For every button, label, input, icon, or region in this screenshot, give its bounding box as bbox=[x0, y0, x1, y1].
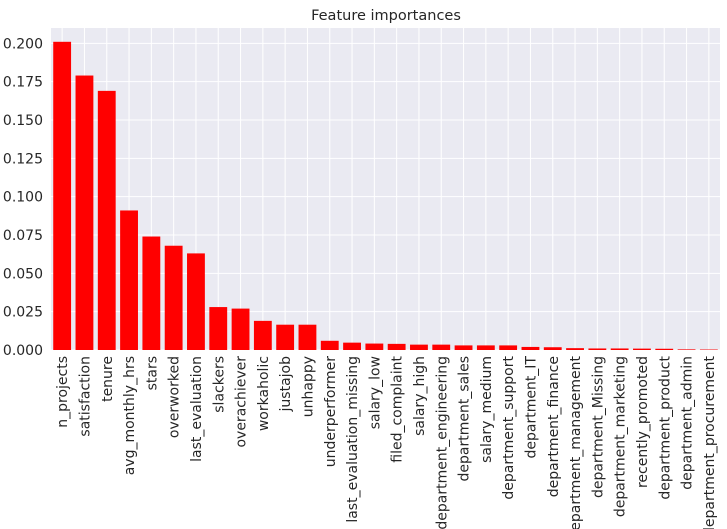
y-tick-label: 0.050 bbox=[3, 266, 43, 282]
y-gridlines bbox=[51, 42, 720, 351]
bar-slackers bbox=[209, 307, 228, 350]
x-tick-label: department_sales bbox=[457, 356, 473, 482]
bar-last-evaluation bbox=[187, 253, 205, 350]
x-tick-label: department_finance bbox=[546, 356, 562, 497]
x-tick-label: tenure bbox=[100, 356, 116, 402]
x-tick-labels: n_projects satisfaction tenure avg_monthly_… bbox=[55, 355, 718, 529]
x-tick-label: salary_low bbox=[367, 356, 383, 429]
bar-department-IT bbox=[521, 346, 540, 350]
y-tick-label: 0.150 bbox=[3, 113, 43, 129]
bar-overworked bbox=[164, 245, 183, 350]
bar-department-finance bbox=[543, 347, 562, 350]
bars bbox=[53, 41, 718, 351]
bar-department-admin bbox=[677, 349, 696, 350]
y-tick-label: 0.100 bbox=[3, 190, 43, 206]
x-tick-label: department_procurement bbox=[702, 356, 718, 529]
bar-last-evaluation-missing bbox=[343, 342, 361, 350]
bar-department-marketing bbox=[610, 348, 629, 350]
x-tick-label: filed_complaint bbox=[390, 355, 406, 462]
y-tick-label: 0.125 bbox=[3, 151, 43, 167]
bar-recently-promoted bbox=[633, 348, 651, 350]
y-tick-label: 0.000 bbox=[3, 343, 43, 359]
x-tick-label: overworked bbox=[167, 356, 183, 438]
bar-filed-complaint bbox=[387, 343, 406, 350]
x-tick-label: stars bbox=[144, 356, 160, 390]
bar-stars bbox=[142, 236, 161, 350]
x-tick-label: department_admin bbox=[680, 356, 696, 490]
x-tick-label: overachiever bbox=[234, 356, 250, 448]
bar-department-sales bbox=[454, 345, 473, 350]
x-tick-label: n_projects bbox=[55, 356, 71, 428]
bar-satisfaction bbox=[75, 75, 94, 351]
x-tick-label: unhappy bbox=[300, 356, 316, 417]
bar-department-management bbox=[566, 348, 584, 350]
x-tick-label: avg_monthly_hrs bbox=[122, 356, 138, 475]
y-tick-label: 0.025 bbox=[3, 305, 43, 321]
x-tick-label: department_product bbox=[657, 355, 673, 499]
x-tick-label: last_evaluation bbox=[189, 356, 205, 462]
bar-avg-monthly-hrs bbox=[120, 210, 138, 350]
bar-justajob bbox=[276, 324, 295, 350]
bar-department-product bbox=[655, 348, 674, 350]
x-tick-label: department_management bbox=[568, 355, 584, 529]
x-tick-label: underperformer bbox=[323, 356, 339, 468]
x-tick-label: department_support bbox=[501, 355, 517, 499]
y-tick-label: 0.075 bbox=[3, 228, 43, 244]
x-tick-label: justajob bbox=[278, 356, 294, 413]
x-tick-label: recently_promoted bbox=[635, 356, 651, 488]
x-tick-label: salary_medium bbox=[479, 356, 495, 463]
bar-department-Missing bbox=[588, 348, 607, 350]
bar-overachiever bbox=[231, 308, 250, 350]
x-tick-label: workaholic bbox=[256, 356, 272, 431]
y-tick-labels: 0.000 0.025 0.050 0.075 0.100 0.125 0.150 0.175… bbox=[3, 36, 43, 359]
bar-underperformer bbox=[320, 340, 339, 350]
bar-department-support bbox=[499, 345, 518, 350]
y-tick-label: 0.175 bbox=[3, 75, 43, 91]
x-tick-label: salary_high bbox=[412, 356, 428, 436]
y-tick-label: 0.200 bbox=[3, 36, 43, 52]
bar-salary-low bbox=[365, 343, 384, 350]
x-tick-label: department_Missing bbox=[590, 356, 606, 498]
bar-workaholic bbox=[253, 320, 272, 350]
bar-unhappy bbox=[298, 324, 317, 350]
x-tick-label: department_engineering bbox=[434, 356, 450, 529]
bar-tenure bbox=[97, 90, 116, 350]
x-tick-label: satisfaction bbox=[77, 356, 93, 437]
x-tick-label: department_IT bbox=[523, 356, 539, 459]
bar-department-engineering bbox=[432, 344, 451, 350]
x-tick-label: last_evaluation_missing bbox=[345, 356, 361, 523]
x-tick-label: slackers bbox=[211, 356, 227, 413]
chart-title: Feature importances bbox=[311, 8, 461, 24]
bar-salary-medium bbox=[476, 345, 495, 350]
x-tick-label: department_marketing bbox=[613, 356, 629, 517]
bar-n-projects bbox=[53, 41, 72, 351]
bar-salary-high bbox=[410, 344, 428, 350]
